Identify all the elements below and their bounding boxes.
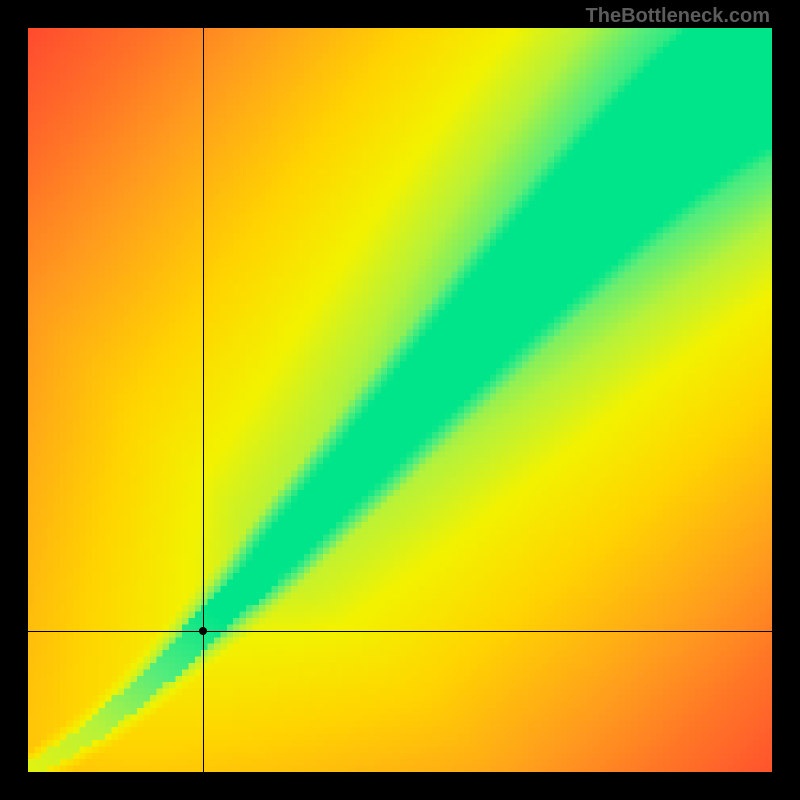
watermark-label: TheBottleneck.com xyxy=(586,5,770,28)
crosshair-horizontal xyxy=(28,631,772,632)
selection-marker xyxy=(199,627,207,635)
chart-frame: TheBottleneck.com xyxy=(0,0,800,800)
bottleneck-heatmap xyxy=(28,28,772,772)
crosshair-vertical xyxy=(203,28,204,772)
